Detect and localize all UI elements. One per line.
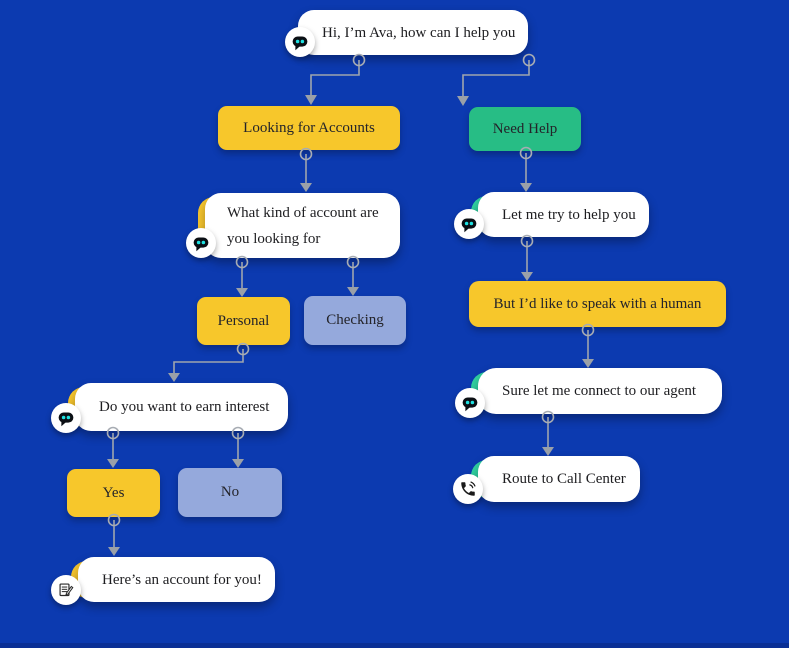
node-card: Route to Call Center [478,456,640,502]
node-label: Do you want to earn interest [99,399,270,415]
node-label: Need Help [492,120,558,137]
node-card: Let me try to help you [478,192,649,237]
node-label: But I’d like to speak with a human [493,295,702,312]
port-out[interactable] [346,255,360,269]
port-out[interactable] [522,53,536,67]
arrowhead [300,183,312,192]
edge-greeting-to-looking[interactable] [310,60,360,95]
arrowhead [521,272,533,281]
node-label: Route to Call Center [502,471,626,487]
arrowhead [236,288,248,297]
edge-greeting-to-needhelp[interactable] [462,60,530,96]
node-label: No [220,484,240,500]
node-account-for-you[interactable]: Here’s an account for you! [51,557,275,605]
arrowhead [457,96,469,106]
node-speak-human[interactable]: But I’d like to speak with a human [469,281,726,327]
edge-personal-to-interest[interactable] [173,349,244,373]
node-greeting[interactable]: Hi, I’m Ava, how can I help you [285,10,528,57]
node-label: Sure let me connect to our agent [502,383,697,399]
node-label: Let me try to help you [502,206,636,223]
bot-icon [454,209,484,239]
bot-icon [186,228,216,258]
node-yes[interactable]: Yes [67,469,160,517]
bot-icon [51,403,81,433]
node-card: What kind of account are you looking for [205,193,400,258]
port-out[interactable] [235,255,249,269]
port-out[interactable] [236,342,250,356]
arrowhead [347,287,359,296]
bot-icon [455,388,485,418]
node-no[interactable]: No [178,468,282,517]
bot-icon [285,27,315,57]
node-label: What kind of account are you looking for [227,204,379,247]
port-out[interactable] [299,147,313,161]
node-card: Sure let me connect to our agent [478,368,722,414]
arrowhead [542,447,554,456]
phone-icon [453,474,483,504]
node-card: Here’s an account for you! [78,557,275,602]
node-card: Do you want to earn interest [75,383,288,431]
node-card: Hi, I’m Ava, how can I help you [298,10,528,55]
arrowhead [305,95,317,105]
port-out[interactable] [352,53,366,67]
arrowhead [168,373,180,382]
canvas-bottom-edge [0,643,789,648]
arrowhead [520,183,532,192]
node-connect-agent[interactable]: Sure let me connect to our agent [455,368,722,418]
port-out[interactable] [520,234,534,248]
arrowhead [582,359,594,368]
node-route-call-center[interactable]: Route to Call Center [453,456,640,504]
node-label: Looking for Accounts [243,119,375,136]
node-checking[interactable]: Checking [304,296,406,345]
node-label: Checking [326,312,384,328]
node-account-kind[interactable]: What kind of account are you looking for [186,193,400,258]
node-earn-interest[interactable]: Do you want to earn interest [51,383,288,433]
node-label: Hi, I’m Ava, how can I help you [322,24,516,41]
memo-icon [51,575,81,605]
node-label: Here’s an account for you! [102,571,262,588]
node-personal[interactable]: Personal [197,297,290,345]
node-label: Personal [217,312,270,329]
node-label: Yes [102,484,125,501]
node-try-help[interactable]: Let me try to help you [454,192,649,239]
arrowhead [108,547,120,556]
node-need-help[interactable]: Need Help [469,107,581,151]
arrowhead [107,459,119,468]
arrowhead [232,459,244,468]
node-looking-accounts[interactable]: Looking for Accounts [218,106,400,150]
